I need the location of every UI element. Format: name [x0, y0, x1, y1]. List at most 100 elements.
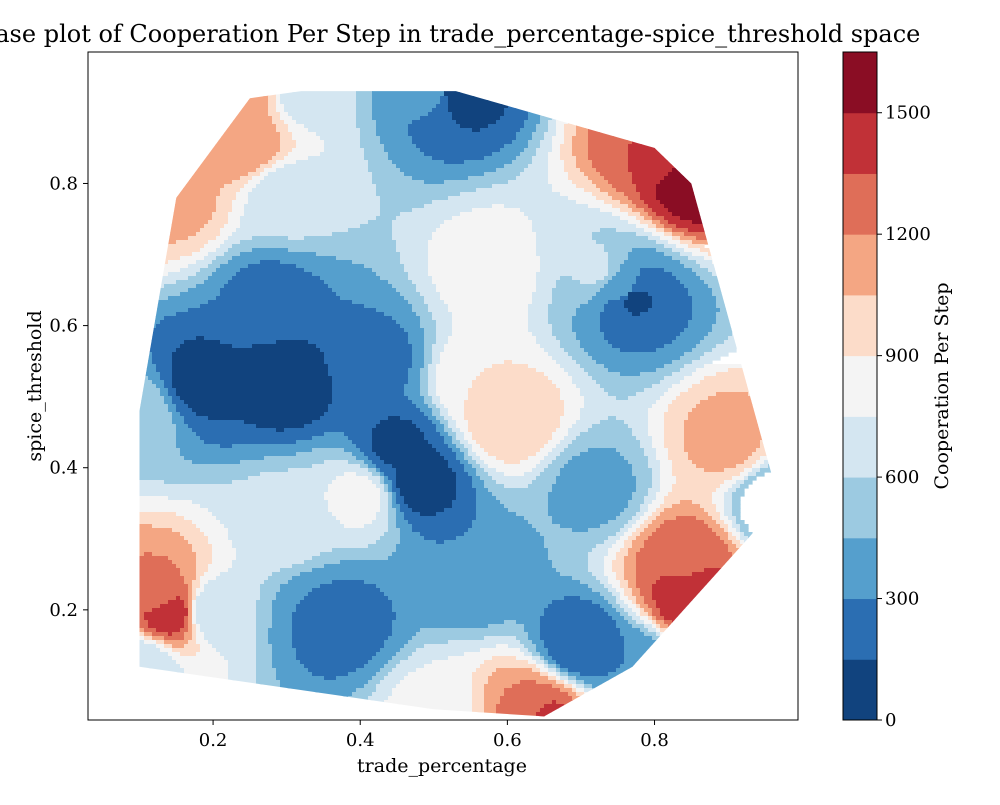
contour-cell: [420, 628, 525, 633]
contour-cell: [284, 428, 373, 433]
contour-cell: [420, 368, 429, 373]
contour-cell: [720, 484, 733, 489]
contour-cell: [208, 580, 265, 585]
contour-cell: [624, 616, 633, 621]
contour-cell: [139, 664, 181, 669]
contour-cell: [520, 648, 529, 653]
contour-cell: [444, 160, 465, 165]
contour-cell: [572, 320, 601, 325]
contour-cell: [644, 496, 657, 501]
contour-cell: [172, 412, 181, 417]
contour-cell: [400, 648, 417, 653]
contour-cell: [236, 548, 333, 553]
contour-cell: [428, 380, 437, 385]
contour-cell: [664, 344, 697, 349]
contour-cell: [568, 692, 577, 697]
contour-cell: [256, 620, 273, 625]
contour-cell: [516, 656, 533, 661]
contour-cell: [308, 340, 409, 345]
contour-cell: [692, 300, 717, 305]
contour-cell: [636, 520, 645, 525]
contour-cell: [228, 220, 241, 225]
contour-cell: [396, 500, 405, 505]
contour-cell: [139, 532, 181, 537]
contour-cell: [324, 492, 381, 497]
contour-cell: [384, 484, 389, 489]
contour-cell: [208, 568, 229, 573]
contour-cell: [660, 504, 673, 509]
contour-cell: [464, 432, 473, 437]
contour-cell: [360, 128, 377, 133]
contour-cell: [188, 628, 193, 633]
contour-cell: [644, 624, 653, 629]
contour-cell: [168, 260, 197, 265]
contour-cell: [484, 460, 505, 465]
contour-cell: [268, 108, 277, 113]
contour-cell: [408, 380, 421, 385]
contour-cell: [576, 436, 637, 441]
contour-cell: [288, 124, 305, 129]
contour-cell: [584, 688, 593, 693]
contour-cell: [276, 96, 281, 101]
plot-area: [87, 51, 799, 721]
contour-cell: [616, 540, 625, 545]
contour-cell: [428, 112, 453, 117]
contour-cell: [148, 376, 161, 381]
contour-cell: [172, 356, 325, 361]
contour-cell: [528, 328, 553, 333]
contour-cell: [628, 612, 637, 617]
contour-cell: [412, 304, 429, 309]
contour-cell: [324, 496, 381, 501]
contour-cell: [139, 460, 193, 465]
contour-cell: [632, 288, 689, 293]
contour-cell: [616, 448, 645, 453]
contour-cell: [576, 688, 585, 693]
contour-cell: [560, 688, 573, 693]
contour-cell: [472, 696, 485, 701]
contour-cell: [460, 448, 469, 453]
contour-cell: [628, 160, 681, 165]
contour-cell: [624, 260, 681, 265]
contour-cell: [456, 444, 465, 449]
contour-cell: [600, 524, 625, 529]
contour-cell: [580, 364, 605, 369]
contour-cell: [139, 648, 161, 653]
contour-cell: [576, 128, 589, 133]
contour-cell: [632, 468, 653, 473]
contour-cell: [468, 424, 561, 429]
contour-cell: [644, 388, 669, 393]
contour-cell: [408, 336, 425, 341]
contour-cell: [144, 552, 153, 557]
contour-cell: [704, 336, 729, 341]
contour-cell: [372, 440, 429, 445]
contour-cell: [376, 128, 409, 133]
contour-cell: [576, 684, 585, 689]
contour-cell: [504, 472, 525, 477]
contour-cell: [472, 480, 485, 485]
contour-cell: [520, 640, 533, 645]
contour-cell: [184, 456, 265, 461]
contour-cell: [568, 676, 577, 681]
contour-cell: [440, 408, 449, 413]
contour-cell: [200, 436, 313, 441]
contour-cell: [240, 216, 377, 221]
contour-cell: [188, 608, 193, 613]
contour-cell: [532, 224, 637, 229]
contour-cell: [139, 244, 205, 249]
contour-cell: [200, 624, 257, 629]
contour-cell: [740, 528, 749, 533]
contour-cell: [684, 328, 713, 333]
contour-cell: [456, 432, 465, 437]
colorbar-segment: [843, 234, 877, 296]
contour-cell: [268, 104, 277, 109]
contour-cell: [428, 416, 437, 421]
contour-cell: [156, 640, 165, 645]
contour-cell: [236, 552, 321, 557]
contour-cell: [408, 368, 421, 373]
contour-cell: [384, 664, 397, 669]
contour-cell: [280, 132, 293, 137]
contour-cell: [392, 496, 397, 501]
contour-cell: [384, 472, 397, 477]
contour-cell: [480, 476, 493, 481]
contour-cell: [188, 600, 193, 605]
